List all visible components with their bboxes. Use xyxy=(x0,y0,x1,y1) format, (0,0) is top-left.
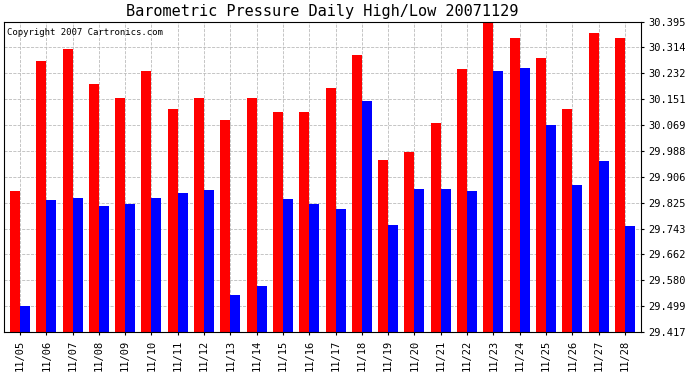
Bar xyxy=(510,38,520,332)
Bar xyxy=(230,294,240,332)
Bar xyxy=(457,69,467,332)
Bar xyxy=(257,286,266,332)
Bar xyxy=(115,98,125,332)
Bar xyxy=(326,88,335,332)
Bar xyxy=(152,198,161,332)
Bar xyxy=(572,185,582,332)
Bar xyxy=(415,189,424,332)
Bar xyxy=(89,84,99,332)
Bar xyxy=(46,200,57,332)
Bar xyxy=(20,306,30,332)
Bar xyxy=(520,68,530,332)
Bar xyxy=(178,193,188,332)
Bar xyxy=(431,123,441,332)
Text: Copyright 2007 Cartronics.com: Copyright 2007 Cartronics.com xyxy=(8,28,164,37)
Bar xyxy=(309,204,319,332)
Bar xyxy=(467,191,477,332)
Bar xyxy=(562,109,572,332)
Bar xyxy=(484,23,493,332)
Bar xyxy=(388,225,398,332)
Bar xyxy=(125,204,135,332)
Bar xyxy=(536,58,546,332)
Bar xyxy=(99,206,109,332)
Bar xyxy=(589,33,599,332)
Bar xyxy=(404,152,415,332)
Title: Barometric Pressure Daily High/Low 20071129: Barometric Pressure Daily High/Low 20071… xyxy=(126,4,519,19)
Bar xyxy=(441,189,451,332)
Bar xyxy=(599,161,609,332)
Bar xyxy=(273,112,283,332)
Bar xyxy=(352,55,362,332)
Bar xyxy=(194,98,204,332)
Bar xyxy=(72,198,83,332)
Bar xyxy=(63,49,72,332)
Bar xyxy=(37,62,46,332)
Bar xyxy=(247,98,257,332)
Bar xyxy=(283,200,293,332)
Bar xyxy=(362,101,372,332)
Bar xyxy=(493,71,504,332)
Bar xyxy=(220,120,230,332)
Bar xyxy=(141,71,152,332)
Bar xyxy=(615,38,625,332)
Bar xyxy=(335,209,346,332)
Bar xyxy=(168,109,178,332)
Bar xyxy=(378,160,388,332)
Bar xyxy=(625,226,635,332)
Bar xyxy=(299,112,309,332)
Bar xyxy=(204,190,214,332)
Bar xyxy=(10,191,20,332)
Bar xyxy=(546,125,556,332)
